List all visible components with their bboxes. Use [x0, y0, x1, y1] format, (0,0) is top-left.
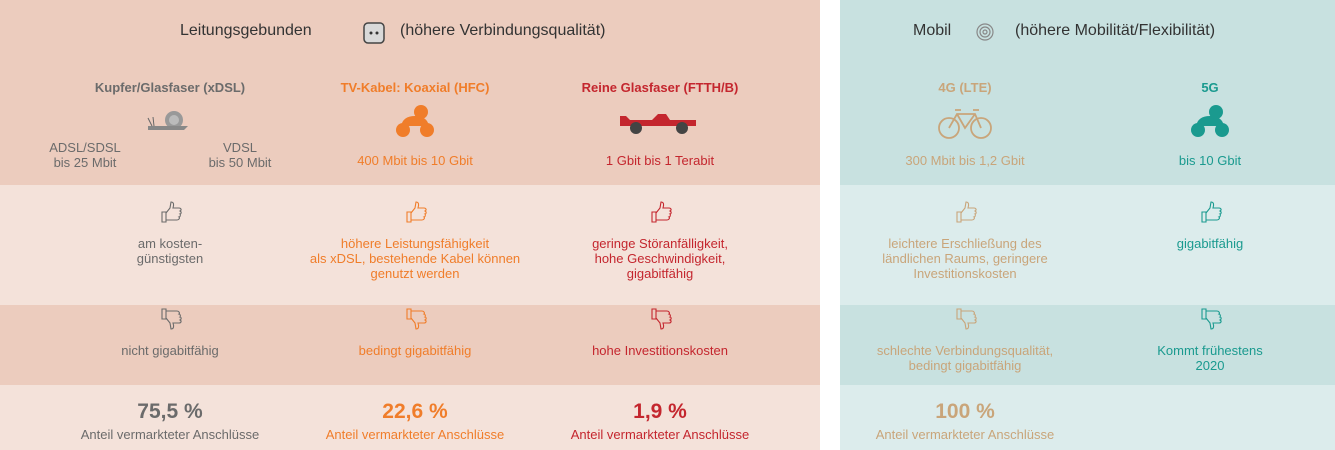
speed-text: 300 Mbit bis 1,2 Gbit	[905, 153, 1025, 168]
panel-subtitle: (höhere Mobilität/Flexibilität)	[1015, 22, 1216, 39]
thumb-down-icon	[956, 308, 977, 330]
thumb-up-icon	[1201, 201, 1222, 223]
panel-band	[840, 385, 1335, 450]
thumb-up-icon	[161, 201, 182, 223]
cons-text: schlechte Verbindungsqualität,	[876, 343, 1054, 358]
thumb-shape	[406, 308, 427, 330]
panel-title: Leitungsgebunden	[180, 22, 312, 39]
thumb-shape	[956, 308, 977, 330]
thumb-up-icon	[406, 201, 427, 223]
speed-text: 1 Gbit bis 1 Terabit	[605, 153, 715, 168]
cable-icon-dot	[375, 31, 379, 35]
speed-text: bis 50 Mbit	[208, 155, 272, 170]
share-label: Anteil vermarkteter Anschlüsse	[325, 427, 505, 442]
panel-band	[0, 0, 820, 185]
pros-text: geringe Störanfälligkeit,	[592, 236, 728, 251]
column-name: Kupfer/Glasfaser (xDSL)	[94, 80, 246, 95]
shell-inner	[169, 115, 179, 125]
thumb-shape	[956, 201, 977, 223]
speed-text: bis 10 Gbit	[1178, 153, 1242, 168]
cons-text: bedingt gigabitfähig	[908, 358, 1022, 373]
cable-icon-dot	[369, 31, 373, 35]
cons-text: bedingt gigabitfähig	[358, 343, 472, 358]
wheel	[676, 122, 688, 134]
cons-text: 2020	[1195, 358, 1225, 373]
thumb-shape	[651, 308, 672, 330]
cons-text: Kommt frühestens	[1157, 343, 1263, 358]
cons-text: hohe Investitionskosten	[592, 343, 728, 358]
helmet	[414, 105, 428, 119]
panel-band	[0, 305, 820, 385]
thumb-down-icon	[651, 308, 672, 330]
panel-band	[0, 385, 820, 450]
thumb-up-icon	[651, 201, 672, 223]
wheel	[938, 117, 960, 139]
share-value: 100 %	[935, 400, 995, 423]
panel-band	[0, 185, 820, 305]
body	[148, 126, 188, 130]
column-name: 4G (LTE)	[938, 80, 992, 95]
helmet	[1209, 105, 1223, 119]
share-value: 75,5 %	[137, 400, 203, 423]
thumb-up-icon	[956, 201, 977, 223]
pros-text: Investitionskosten	[913, 266, 1017, 281]
pros-text: genutzt werden	[370, 266, 460, 281]
panel-band	[840, 0, 1335, 185]
panel-band	[840, 185, 1335, 305]
pros-text: gigabitfähig	[626, 266, 694, 281]
speed-text: ADSL/SDSL	[49, 140, 121, 155]
mobile-icon	[976, 23, 994, 41]
share-value: 1,9 %	[633, 400, 687, 423]
share-label: Anteil vermarkteter Anschlüsse	[875, 427, 1055, 442]
thumb-shape	[161, 308, 182, 330]
pros-text: als xDSL, bestehende Kabel können	[309, 251, 521, 266]
pros-text: leichtere Erschließung des	[888, 236, 1042, 251]
thumb-shape	[406, 201, 427, 223]
pros-text: am kosten-	[137, 236, 203, 251]
panel-title: Mobil	[913, 22, 952, 39]
column-name: 5G	[1201, 80, 1219, 95]
thumb-down-icon	[1201, 308, 1222, 330]
wheel	[970, 117, 992, 139]
cable-icon	[363, 22, 385, 44]
moto-icon	[396, 105, 434, 137]
thumb-shape	[161, 201, 182, 223]
thumb-shape	[651, 201, 672, 223]
thumb-down-icon	[161, 308, 182, 330]
thumb-shape	[1201, 201, 1222, 223]
thumb-down-icon	[406, 308, 427, 330]
car-icon	[620, 114, 696, 134]
wheel	[1215, 123, 1229, 137]
column-name: TV-Kabel: Koaxial (HFC)	[340, 80, 490, 95]
speed-text: bis 25 Mbit	[53, 155, 117, 170]
pros-text: ländlichen Raums, geringere	[882, 251, 1048, 266]
share-value: 22,6 %	[382, 400, 448, 423]
column-name: Reine Glasfaser (FTTH/B)	[581, 80, 739, 95]
panel-subtitle: (höhere Verbindungsqualität)	[400, 22, 606, 39]
panel-band	[840, 305, 1335, 385]
antenna	[147, 116, 155, 127]
speed-text: VDSL	[223, 140, 257, 155]
wheel	[420, 123, 434, 137]
moto-icon	[1191, 105, 1229, 137]
share-label: Anteil vermarkteter Anschlüsse	[80, 427, 260, 442]
share-label: Anteil vermarkteter Anschlüsse	[570, 427, 750, 442]
wheel	[1191, 123, 1205, 137]
bike-icon	[938, 109, 992, 139]
pros-text: günstigsten	[136, 251, 204, 266]
snail-icon	[147, 111, 188, 130]
wheel	[396, 123, 410, 137]
pros-text: gigabitfähig	[1176, 236, 1244, 251]
pros-text: höhere Leistungsfähigkeit	[340, 236, 490, 251]
cons-text: nicht gigabitfähig	[121, 343, 219, 358]
speed-text: 400 Mbit bis 10 Gbit	[357, 153, 473, 168]
wheel	[630, 122, 642, 134]
pros-text: hohe Geschwindigkeit,	[594, 251, 726, 266]
thumb-shape	[1201, 308, 1222, 330]
frame	[948, 109, 982, 130]
